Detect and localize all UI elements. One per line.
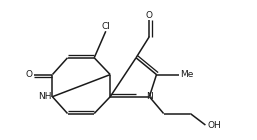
Text: Me: Me: [180, 70, 194, 79]
Text: O: O: [146, 11, 153, 20]
Text: O: O: [26, 70, 33, 79]
Text: Cl: Cl: [101, 22, 110, 31]
Text: NH: NH: [38, 92, 51, 101]
Text: N: N: [146, 92, 153, 101]
Text: OH: OH: [207, 121, 221, 130]
